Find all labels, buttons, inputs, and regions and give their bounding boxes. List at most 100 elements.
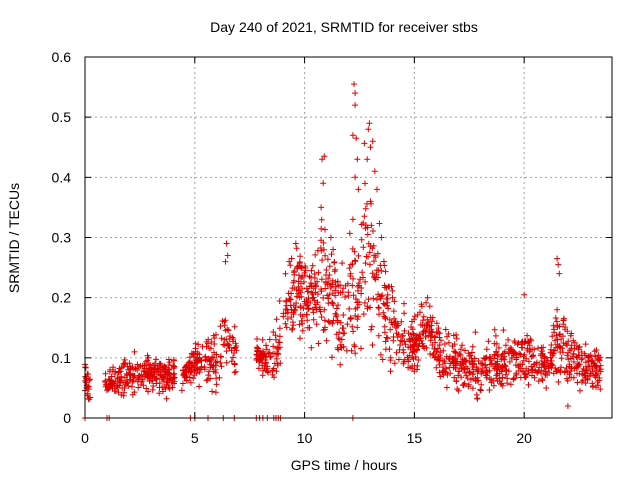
data-point [318,247,325,254]
data-point [356,282,363,289]
data-point [591,363,598,370]
data-point [436,342,443,348]
data-point [346,305,353,312]
data-point [230,336,237,343]
data-point [581,370,588,377]
data-point [521,340,528,347]
data-point [302,263,309,270]
data-point [531,374,538,381]
data-point [502,342,509,349]
data-point [386,283,393,290]
data-point [376,305,382,312]
data-point [212,369,219,376]
data-point [542,370,549,377]
data-point [365,296,372,303]
data-point [159,376,166,383]
data-point [520,357,527,364]
data-point [486,387,493,393]
data-point [147,362,154,368]
y-tick-label: 0.2 [52,290,72,306]
data-point [86,377,93,384]
data-point [581,350,588,357]
data-point [528,337,535,344]
data-point [525,358,532,365]
data-point [203,377,210,384]
data-point [541,363,547,370]
data-point [521,291,528,298]
data-point [421,345,428,352]
data-point [114,382,121,389]
data-point [225,343,232,349]
data-point [401,327,408,334]
data-point [526,348,533,355]
data-point [375,332,382,339]
data-point [547,354,554,361]
data-point [332,266,339,273]
data-point [381,329,388,336]
x-tick-label: 10 [297,430,313,446]
data-point [524,332,531,339]
data-point [565,356,572,363]
data-point [325,318,332,325]
data-point [334,344,341,351]
data-point [218,335,225,342]
data-point [416,331,423,338]
data-point [366,120,373,127]
data-point [320,294,327,301]
data-point [289,326,295,333]
data-point [473,391,480,398]
data-point [495,344,502,351]
x-tick-label: 5 [191,430,199,446]
data-point [399,338,406,345]
data-point [592,373,599,379]
data-point [401,356,408,363]
data-point [576,352,583,359]
data-point [354,304,361,311]
data-point [400,332,407,339]
data-point [518,344,525,351]
data-point [469,385,476,392]
data-point [387,357,394,364]
data-point [513,356,520,363]
data-point [535,378,542,385]
data-point [310,316,317,323]
data-point [560,333,566,340]
data-point [432,333,439,340]
data-point [380,258,387,265]
data-point [127,371,134,378]
data-point [362,180,368,187]
data-point [426,303,433,310]
data-point [451,355,458,362]
data-point [232,368,239,375]
data-point [326,319,333,326]
data-point [424,294,431,301]
data-point [276,333,283,340]
data-point [350,328,357,335]
data-point [162,385,169,392]
data-point [148,366,155,373]
data-point [349,282,356,289]
data-point [222,258,229,265]
data-point [165,362,172,368]
data-point [292,240,299,247]
data-point [321,326,328,333]
data-point [570,374,577,381]
data-point [423,327,430,334]
data-point [420,313,427,320]
data-points [82,81,604,421]
data-point [209,388,216,395]
data-point [363,222,369,229]
data-point [273,316,280,323]
data-point [312,281,319,287]
data-point [360,244,367,251]
data-point [339,260,346,267]
data-point [164,379,171,386]
data-point [370,295,377,302]
data-point [264,363,271,370]
data-point [223,336,230,343]
data-point [196,369,203,376]
data-point [495,352,501,359]
data-point [187,379,194,386]
data-point [356,299,362,305]
